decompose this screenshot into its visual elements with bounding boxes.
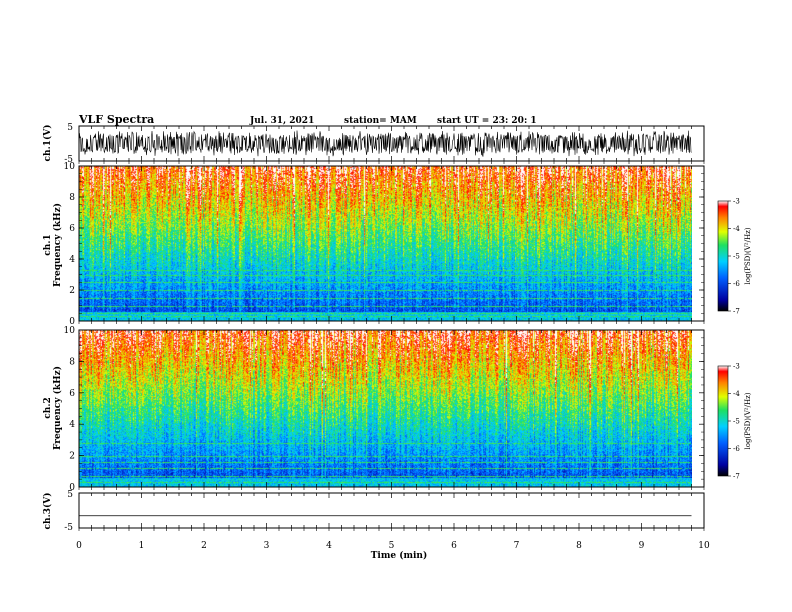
ch2-colorbar-ticks: -3 -4 -5 -6 -7 — [728, 363, 740, 481]
time-axis-tick-label: 10 — [698, 541, 710, 551]
ch1-colorbar-label: log(PSD)(V²/Hz) — [744, 227, 752, 284]
colorbar-tick-label: -6 — [733, 280, 740, 288]
time-axis-tick-label: 2 — [201, 541, 207, 551]
y-tick-label: 8 — [69, 357, 75, 367]
y-tick-label: 6 — [69, 224, 75, 234]
ch1-ytick-top: 5 — [67, 123, 73, 133]
time-axis-tick-label: 6 — [451, 541, 457, 551]
ch1-colorbar-ticks: -3 -4 -5 -6 -7 — [728, 198, 740, 316]
colorbar-tick-label: -4 — [733, 225, 740, 233]
y-tick-label: 8 — [69, 193, 75, 203]
ch3-waveform-ticks — [78, 493, 705, 531]
y-tick-label: 0 — [69, 317, 75, 327]
ch1-waveform-ticks — [78, 126, 705, 164]
colorbar-tick-label: -7 — [733, 308, 740, 316]
ch3-volt-ylabel: ch.3(V) — [42, 493, 53, 530]
ch2-spectrogram-frequency-label: Frequency (kHz) — [52, 366, 63, 450]
start-time-label: start UT = 23: 20: 1 — [437, 116, 537, 126]
colorbar-tick-label: -5 — [733, 418, 740, 426]
y-tick-label: 10 — [64, 162, 76, 172]
time-axis-tick-label: 9 — [639, 541, 645, 551]
ch1-ytick-bottom: -5 — [64, 155, 73, 165]
ch2-colorbar-bar — [717, 365, 729, 477]
ch1-spectrogram-image — [79, 166, 692, 321]
time-axis-tick-label: 1 — [139, 541, 145, 551]
ch2-colorbar: -3 -4 -5 -6 -7 log(PSD)(V²/Hz) — [717, 363, 752, 481]
colorbar-tick-label: -4 — [733, 390, 740, 398]
ch2-spectrogram-image — [79, 330, 692, 487]
figure-title: VLF Spectra — [78, 113, 154, 126]
ch1-spectrogram-frequency-label: Frequency (kHz) — [52, 203, 63, 287]
time-axis-tick-label: 7 — [514, 541, 520, 551]
ch1-spectrogram-channel-label: ch.1 — [43, 234, 53, 255]
time-axis-tick-label: 5 — [389, 541, 395, 551]
ch1-spectrogram-yticks: 0 2 4 6 8 10 — [64, 162, 704, 327]
ch2-spectrogram-panel: 0 2 4 6 8 10 ch.2 Frequency (kHz) -3 -4 -5 -6 -7 … — [43, 326, 752, 493]
date-label: Jul. 31, 2021 — [249, 116, 314, 126]
ch1-waveform-panel: 5 -5 ch.1(V) — [42, 123, 705, 165]
time-axis-tick-label: 3 — [264, 541, 270, 551]
ch1-colorbar: -3 -4 -5 -6 -7 log(PSD)(V²/Hz) — [717, 198, 752, 316]
ch2-spectrogram-yticks: 0 2 4 6 8 10 — [64, 326, 704, 493]
station-label: station= MAM — [344, 116, 417, 126]
colorbar-tick-label: -7 — [733, 473, 740, 481]
ch1-waveform-line — [78, 130, 692, 157]
y-tick-label: 0 — [69, 483, 75, 493]
ch2-spectrogram-channel-label: ch.2 — [43, 397, 53, 418]
time-axis-tick-label: 8 — [576, 541, 582, 551]
ch1-spectrogram-xticks — [78, 166, 705, 324]
ch3-waveform-panel: 5 -5 ch.3(V) — [42, 490, 705, 533]
time-axis-tick-labels: 0 1 2 3 4 5 6 7 8 9 10 — [76, 541, 710, 551]
ch1-colorbar-bar — [717, 200, 729, 312]
colorbar-tick-label: -3 — [733, 363, 740, 371]
ch1-spectrogram-panel: 0 2 4 6 8 10 ch.1 Frequency (kHz) -3 -4 -5 -6 -7 … — [43, 162, 752, 327]
ch1-volt-ylabel: ch.1(V) — [42, 125, 53, 162]
time-axis-tick-label: 4 — [326, 541, 332, 551]
ch2-colorbar-label: log(PSD)(V²/Hz) — [744, 392, 752, 449]
colorbar-tick-label: -6 — [733, 445, 740, 453]
time-axis-tick-label: 0 — [76, 541, 82, 551]
y-tick-label: 10 — [64, 326, 76, 336]
y-tick-label: 6 — [69, 389, 75, 399]
y-tick-label: 2 — [69, 452, 75, 462]
time-axis-label: Time (min) — [371, 550, 428, 561]
ch3-ytick-top: 5 — [67, 490, 73, 500]
y-tick-label: 4 — [69, 420, 75, 430]
ch3-ytick-bottom: -5 — [64, 523, 73, 533]
ch2-spectrogram-xticks — [78, 330, 705, 490]
colorbar-tick-label: -5 — [733, 253, 740, 261]
ch3-waveform-frame — [78, 492, 705, 529]
colorbar-tick-label: -3 — [733, 198, 740, 206]
y-tick-label: 2 — [69, 286, 75, 296]
y-tick-label: 4 — [69, 255, 75, 265]
